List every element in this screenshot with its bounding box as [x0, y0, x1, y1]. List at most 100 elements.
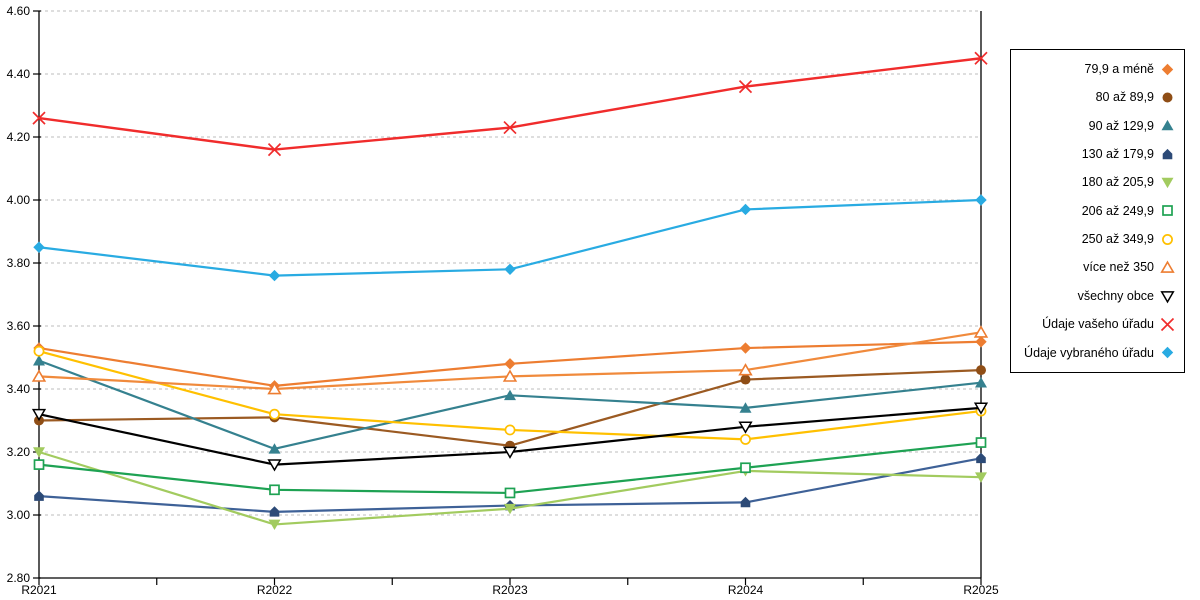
- legend-item: více než 350: [1011, 260, 1184, 275]
- data-point-marker: [504, 503, 516, 515]
- x-axis-tick-label: R2024: [728, 583, 764, 597]
- data-point-marker: [1161, 177, 1174, 189]
- legend-marker-icon: [1160, 317, 1175, 332]
- series-line: [38, 57, 982, 151]
- legend-marker-icon: [1161, 347, 1174, 359]
- legend-marker-icon: [1161, 63, 1174, 75]
- legend-label: 80 až 89,9: [1095, 90, 1154, 105]
- legend-label: 180 až 205,9: [1081, 175, 1154, 190]
- data-point-marker: [504, 389, 516, 401]
- legend-label: 206 až 249,9: [1081, 203, 1154, 218]
- legend: 79,9 a méně 80 až 89,9 90 až 129,9 130 až 1…: [1010, 49, 1185, 373]
- data-point-marker: [31, 408, 47, 422]
- y-axis-tick-label: 3.40: [7, 382, 31, 396]
- x-axis-tick-label: R2021: [21, 583, 57, 597]
- legend-item: 80 až 89,9: [1011, 90, 1184, 105]
- legend-label: 90 až 129,9: [1088, 118, 1154, 133]
- data-point-marker: [267, 459, 282, 472]
- x-axis-tick-label: R2023: [492, 583, 528, 597]
- data-point-marker: [504, 487, 516, 499]
- legend-marker-icon: [1160, 260, 1175, 274]
- data-point-marker: [504, 424, 516, 436]
- data-point-marker: [268, 269, 281, 282]
- data-point-marker: [1160, 290, 1175, 303]
- legend-item: 180 až 205,9: [1011, 175, 1184, 190]
- data-point-marker: [1162, 205, 1173, 217]
- data-point-marker: [504, 358, 516, 370]
- legend-label: 79,9 a méně: [1084, 61, 1155, 76]
- data-point-marker: [1160, 260, 1175, 274]
- data-point-marker: [269, 506, 280, 517]
- legend-label: všechny obce: [1077, 288, 1154, 303]
- data-point-marker: [267, 382, 282, 395]
- data-point-marker: [975, 472, 987, 483]
- legend-label: 250 až 349,9: [1081, 232, 1154, 247]
- data-point-marker: [975, 437, 987, 448]
- x-axis-tick-label: R2025: [963, 583, 999, 597]
- data-point-marker: [738, 363, 753, 376]
- legend-item: 130 až 179,9: [1011, 147, 1184, 162]
- legend-label: Údaje vašeho úřadu: [1042, 317, 1154, 332]
- data-point-marker: [267, 142, 282, 157]
- data-point-marker: [975, 194, 987, 206]
- legend-marker-icon: [1162, 92, 1173, 103]
- data-point-marker: [973, 325, 989, 338]
- legend-item: 90 až 129,9: [1011, 118, 1184, 133]
- data-point-marker: [32, 111, 46, 125]
- series-9: [32, 51, 988, 157]
- data-point-marker: [502, 446, 518, 459]
- legend-item: 206 až 249,9: [1011, 203, 1184, 218]
- data-point-marker: [33, 345, 45, 357]
- data-point-marker: [33, 459, 45, 470]
- y-axis-tick-label: 4.20: [7, 130, 31, 144]
- data-point-marker: [269, 408, 280, 420]
- legend-marker-icon: [1162, 148, 1173, 160]
- legend-marker-icon: [1161, 120, 1174, 131]
- data-point-marker: [268, 443, 281, 454]
- data-point-marker: [976, 452, 986, 464]
- legend-marker-icon: [1162, 233, 1173, 245]
- y-axis-tick-label: 3.00: [7, 508, 31, 522]
- legend-item: všechny obce: [1011, 289, 1184, 304]
- legend-marker-icon: [1162, 205, 1173, 217]
- data-point-marker: [502, 369, 518, 382]
- data-point-marker: [503, 120, 517, 135]
- data-point-marker: [740, 374, 751, 385]
- y-axis-tick-label: 3.80: [7, 256, 31, 270]
- data-point-marker: [975, 336, 987, 348]
- data-point-marker: [1161, 63, 1174, 75]
- data-point-marker: [740, 433, 751, 445]
- data-point-marker: [973, 402, 989, 415]
- legend-label: více než 350: [1083, 260, 1154, 275]
- data-point-marker: [34, 490, 44, 501]
- series-8: [31, 402, 989, 472]
- legend-label: Údaje vybraného úřadu: [1024, 345, 1154, 360]
- series-0: [33, 336, 987, 392]
- data-point-marker: [33, 447, 45, 458]
- y-axis-tick-label: 2.80: [7, 571, 31, 585]
- data-point-marker: [268, 519, 281, 531]
- y-axis-tick-label: 4.00: [7, 193, 31, 207]
- legend-item: Údaje vašeho úřadu: [1011, 317, 1184, 332]
- series-10: [33, 194, 987, 282]
- data-point-marker: [739, 342, 752, 354]
- data-point-marker: [1162, 233, 1173, 245]
- series-5: [33, 437, 987, 499]
- x-axis-tick-label: R2022: [257, 583, 293, 597]
- data-point-marker: [740, 462, 751, 474]
- series-2: [33, 355, 987, 454]
- data-point-marker: [738, 421, 753, 434]
- y-axis-tick-label: 3.60: [7, 319, 31, 333]
- data-point-marker: [1162, 148, 1173, 160]
- legend-marker-icon: [1160, 290, 1175, 303]
- data-point-marker: [31, 369, 47, 382]
- data-point-marker: [33, 355, 45, 366]
- y-axis-tick-label: 3.20: [7, 445, 31, 459]
- data-point-marker: [1161, 120, 1174, 131]
- data-point-marker: [33, 241, 45, 253]
- data-point-marker: [738, 79, 753, 94]
- data-point-marker: [269, 484, 280, 496]
